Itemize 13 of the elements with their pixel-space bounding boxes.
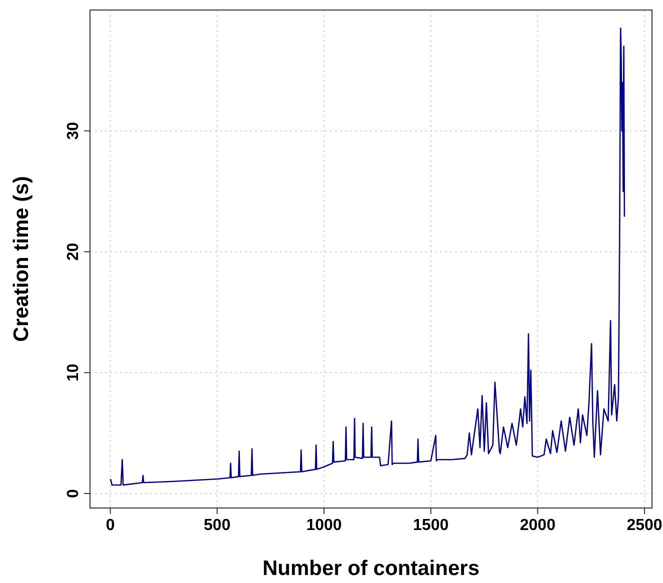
y-tick-label: 20 xyxy=(65,242,82,261)
y-tick-label: 0 xyxy=(65,488,82,498)
x-axis-title: Number of containers xyxy=(262,557,480,580)
x-tick-label: 2000 xyxy=(520,517,556,534)
x-tick-label: 1500 xyxy=(413,517,449,534)
y-tick-label: 10 xyxy=(65,364,82,382)
x-tick-label: 1000 xyxy=(306,517,342,534)
x-tick-label: 2500 xyxy=(626,517,662,534)
y-axis-title: Creation time (s) xyxy=(10,176,33,342)
line-series xyxy=(110,27,626,486)
x-tick-label: 0 xyxy=(106,517,115,534)
y-tick-label: 30 xyxy=(65,122,82,140)
x-tick-label: 500 xyxy=(204,517,231,534)
